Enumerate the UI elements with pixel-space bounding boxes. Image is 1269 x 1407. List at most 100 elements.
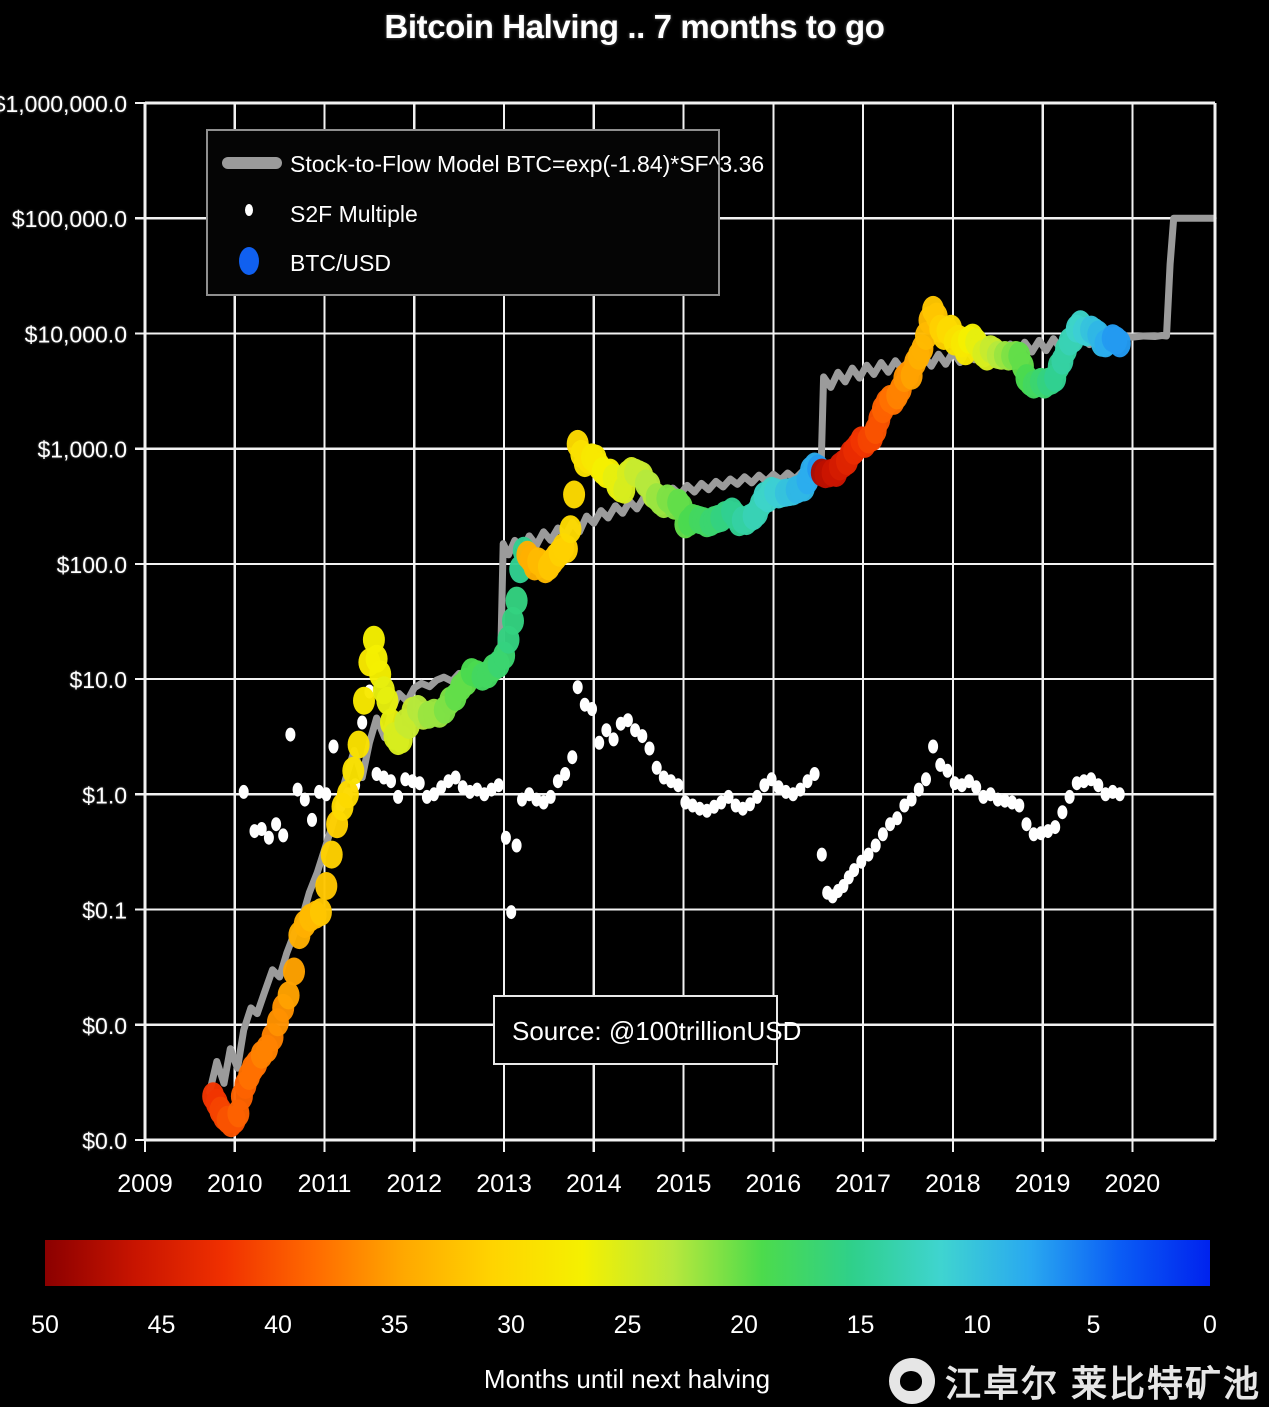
s2f-multiple-point: [572, 680, 583, 695]
colorbar-tick-label: 20: [730, 1311, 758, 1339]
s2f-multiple-point: [622, 713, 633, 728]
s2f-multiple-point: [1086, 772, 1097, 787]
x-tick-label: 2011: [298, 1170, 352, 1198]
legend-swatch-s2f-multiple: [245, 204, 253, 216]
watermark-text: 江卓尔 莱比特矿池: [944, 1363, 1261, 1404]
s2f-multiple-point: [913, 782, 924, 797]
s2f-multiple-point: [292, 782, 303, 797]
legend-label-model: Stock-to-Flow Model BTC=exp(-1.84)*SF^3.…: [290, 151, 764, 177]
series-stock-to-flow-model: [206, 214, 1217, 1096]
s2f-multiple-point: [1064, 789, 1075, 804]
x-axis-labels: 2009 2010 2011 2012 2013 2014 2015 2016 2017 2018…: [117, 1170, 1160, 1198]
s2f-multiple-point: [644, 741, 655, 756]
y-tick-label: $1,000,000.0: [0, 91, 127, 117]
s2f-multiple-point: [1021, 817, 1032, 832]
s2f-multiple-point: [766, 772, 777, 787]
btc-usd-point: [563, 480, 586, 509]
x-tick-label: 2010: [207, 1170, 263, 1198]
legend-swatch-model-line: [222, 157, 282, 169]
y-tick-label: $10.0: [69, 667, 127, 693]
legend-swatch-btc-usd: [239, 247, 259, 275]
y-axis-labels: $1,000,000.0 $100,000.0 $10,000.0 $1,000.0 $…: [0, 91, 127, 1269]
s2f-multiple-point: [263, 830, 274, 845]
s2f-multiple-point: [587, 702, 597, 716]
s2f-multiple-point: [493, 778, 504, 793]
s2f-multiple-point: [1114, 787, 1125, 802]
s2f-multiple-point: [863, 847, 874, 862]
s2f-multiple-point: [601, 723, 612, 738]
s2f-multiple-point: [630, 723, 641, 738]
s2f-multiple-point: [321, 787, 332, 802]
x-tick-label: 2018: [925, 1170, 981, 1198]
s2f-multiple-point: [877, 827, 888, 842]
s2f-multiple-point: [964, 774, 974, 789]
s2f-multiple-point: [921, 772, 931, 787]
colorbar: 50 45 40 35 30 25 20 15 10 5 0 Months until next h…: [31, 1240, 1217, 1394]
s2f-multiple-point: [500, 830, 511, 845]
s2f-multiple-point: [651, 760, 662, 775]
s2f-multiple-point: [594, 735, 605, 750]
s2f-multiple-point: [816, 847, 827, 862]
s2f-multiple-point: [906, 792, 917, 807]
y-tick-label: $1,000.0: [37, 437, 127, 463]
btc-usd-point: [376, 686, 399, 715]
colorbar-tick-label: 25: [614, 1311, 642, 1339]
axis-spines: [143, 101, 1217, 1142]
legend-box: [206, 129, 720, 296]
colorbar-tick-label: 10: [963, 1311, 991, 1339]
y-tick-label: $0.0: [82, 1128, 127, 1154]
s2f-multiple-point: [414, 776, 425, 791]
series-s2f-multiple: [238, 680, 1125, 920]
colorbar-tick-label: 45: [148, 1311, 176, 1339]
s2f-multiple-point: [285, 727, 296, 742]
model-line-path: [206, 214, 1217, 1096]
s2f-multiple-point: [436, 780, 447, 795]
y-tick-label: $1.0: [82, 782, 127, 808]
source-annotation: Source: @100trillionUSD: [493, 995, 801, 1065]
s2f-multiple-point: [1050, 820, 1061, 835]
page-title: Bitcoin Halving .. 7 months to go: [384, 8, 885, 45]
s2f-multiple-point: [393, 789, 404, 804]
s2f-multiple-point: [759, 778, 770, 793]
s2f-multiple-point: [271, 817, 282, 832]
s2f-multiple-point: [238, 784, 249, 799]
colorbar-gradient: [45, 1240, 1210, 1286]
s2f-multiple-point: [256, 822, 267, 836]
btc-usd-point: [336, 780, 359, 809]
btc-usd-point: [347, 730, 370, 759]
btc-usd-point: [1108, 329, 1131, 358]
weibo-icon: [888, 1358, 935, 1404]
s2f-multiple-point: [899, 798, 910, 813]
x-tick-marks: [143, 1140, 1134, 1152]
btc-usd-point: [277, 981, 300, 1010]
colorbar-tick-labels: 50 45 40 35 30 25 20 15 10 5 0: [31, 1311, 1217, 1339]
s2f-multiple-point: [745, 797, 755, 812]
s2f-multiple-point: [809, 767, 820, 781]
y-tick-label: $0.1: [82, 898, 127, 924]
btc-usd-point: [353, 686, 375, 715]
s2f-multiple-point: [795, 782, 806, 797]
s2f-multiple-point: [299, 792, 310, 807]
s2f-multiple-point: [429, 787, 439, 802]
s2f-multiple-point: [802, 774, 813, 789]
s2f-multiple-point: [511, 838, 522, 853]
s2f-multiple-point: [856, 854, 867, 869]
x-tick-label: 2009: [117, 1170, 173, 1198]
s2f-multiple-point: [560, 767, 571, 781]
legend-label-multiple: S2F Multiple: [290, 201, 418, 227]
s2f-multiple-point: [673, 778, 684, 793]
s2f-multiple-point: [935, 757, 946, 772]
s2f-multiple-point: [870, 838, 881, 853]
s2f-multiple-point: [608, 732, 619, 747]
btc-usd-point: [283, 957, 305, 986]
x-tick-label: 2016: [746, 1170, 802, 1198]
s2f-multiple-point: [1014, 798, 1025, 813]
s2f-multiple-point: [450, 770, 461, 785]
y-tick-marks: [135, 101, 145, 1142]
s2f-multiple-point: [386, 774, 396, 789]
s2f-multiple-point: [1028, 827, 1039, 842]
s2f-multiple-point: [506, 905, 517, 920]
source-label: Source: @100trillionUSD: [512, 1016, 801, 1046]
